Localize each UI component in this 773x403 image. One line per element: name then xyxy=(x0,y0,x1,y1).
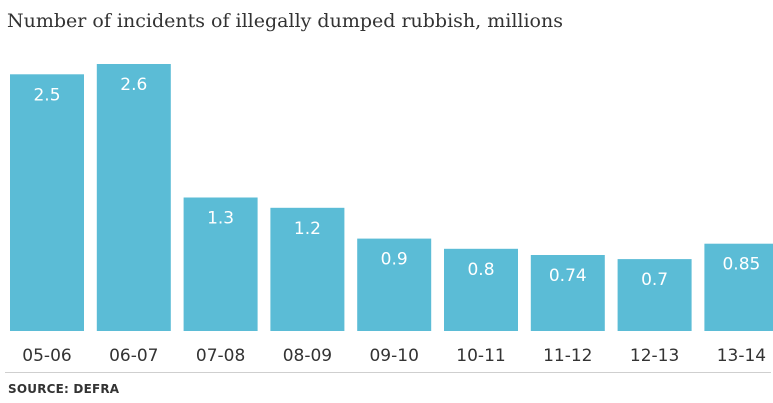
value-label-12-13: 0.7 xyxy=(641,270,668,290)
value-label-09-10: 0.9 xyxy=(381,250,408,270)
bar-chart: 2.5 05-06 2.6 06-07 1.3 07-08 1.2 08-09 0.9 09-10… xyxy=(10,64,773,366)
category-label-12-13: 12-13 xyxy=(630,346,679,366)
category-label-05-06: 05-06 xyxy=(22,346,71,366)
bar-08-09 xyxy=(270,207,345,331)
bar-09-10 xyxy=(357,238,432,331)
value-label-08-09: 1.2 xyxy=(294,219,321,239)
bar-05-06 xyxy=(10,74,84,332)
category-label-13-14: 13-14 xyxy=(717,346,766,366)
bar-10-11 xyxy=(444,248,518,331)
bar-12-13 xyxy=(617,259,692,331)
value-label-10-11: 0.8 xyxy=(467,260,494,280)
category-label-10-11: 10-11 xyxy=(456,346,505,366)
category-label-07-08: 07-08 xyxy=(196,346,245,366)
value-label-05-06: 2.5 xyxy=(33,85,60,105)
value-label-13-14: 0.85 xyxy=(722,255,760,275)
category-label-09-10: 09-10 xyxy=(369,346,418,366)
bar-06-07 xyxy=(96,64,171,331)
category-label-06-07: 06-07 xyxy=(109,346,158,366)
value-label-07-08: 1.3 xyxy=(207,209,234,229)
value-label-06-07: 2.6 xyxy=(120,75,147,95)
category-label-11-12: 11-12 xyxy=(543,346,592,366)
chart-title: Number of incidents of illegally dumped … xyxy=(7,10,563,32)
bar-11-12 xyxy=(530,255,605,331)
source-note: SOURCE: DEFRA xyxy=(8,382,120,396)
bar-13-14 xyxy=(704,243,773,331)
value-label-11-12: 0.74 xyxy=(549,266,587,286)
bar-07-08 xyxy=(183,197,258,331)
footer-divider xyxy=(5,372,771,373)
category-label-08-09: 08-09 xyxy=(283,346,332,366)
